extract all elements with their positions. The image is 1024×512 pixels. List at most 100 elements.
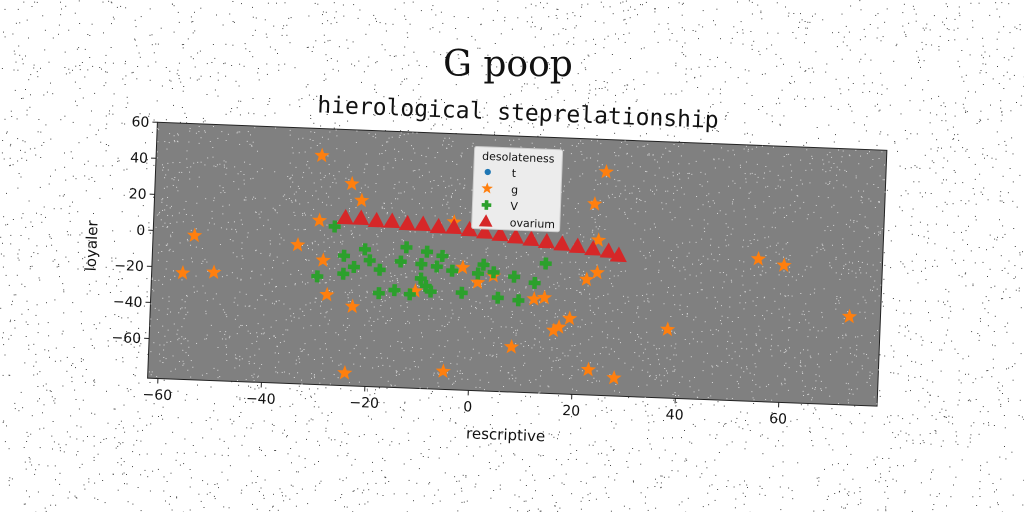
data-point	[311, 212, 328, 228]
legend-marker	[484, 168, 491, 176]
y-tick-label: −60	[111, 330, 141, 347]
data-point	[470, 274, 486, 290]
data-point	[568, 237, 586, 254]
data-point	[584, 240, 602, 256]
legend-box	[471, 146, 564, 233]
x-tick-label: −60	[142, 387, 172, 404]
legend-entry: ovarium	[478, 214, 556, 231]
data-point	[580, 361, 596, 377]
figure-suptitle: G poop	[443, 44, 573, 85]
data-point	[491, 291, 504, 304]
data-point	[471, 267, 485, 280]
data-point	[487, 266, 500, 279]
data-point	[358, 243, 372, 256]
data-point	[336, 208, 354, 225]
data-point	[435, 363, 451, 379]
data-point	[526, 291, 542, 306]
data-point	[477, 258, 490, 271]
data-point	[551, 319, 567, 334]
data-point	[562, 310, 578, 326]
data-point	[503, 338, 520, 354]
data-point	[436, 249, 449, 262]
data-point	[206, 264, 222, 280]
x-tick-label: 40	[665, 407, 683, 424]
data-point	[430, 260, 443, 273]
data-point	[337, 267, 350, 280]
data-point	[175, 264, 191, 280]
data-point	[337, 365, 353, 380]
data-point	[367, 211, 385, 228]
data-point	[537, 232, 555, 249]
legend-label: ovarium	[510, 216, 556, 231]
legend-label: g	[511, 183, 518, 196]
data-point	[445, 218, 463, 235]
data-point	[539, 257, 552, 270]
y-tick-label: −40	[113, 294, 143, 311]
data-point	[352, 209, 370, 226]
axes-group: hierological steprelationship −60 −40 −20 0…	[82, 92, 888, 445]
x-tick-label: 0	[463, 399, 473, 415]
data-point	[446, 264, 459, 277]
legend-marker	[481, 182, 493, 194]
legend-entry: g	[481, 182, 518, 197]
legend-entry: V	[481, 200, 519, 213]
data-marks	[175, 147, 858, 385]
y-tick-label: −20	[114, 258, 144, 275]
data-point	[315, 252, 331, 267]
data-point	[414, 215, 432, 232]
data-point	[344, 298, 361, 314]
chart-title: hierological steprelationship	[317, 92, 719, 133]
data-point	[398, 214, 416, 231]
data-point	[429, 217, 447, 234]
legend-entry: t	[484, 167, 517, 180]
data-point	[460, 220, 478, 237]
data-point	[337, 249, 351, 262]
x-tick-label: 20	[562, 403, 580, 420]
x-tick-label: 60	[769, 411, 787, 428]
legend-marker	[478, 214, 493, 227]
data-point	[455, 259, 471, 275]
data-point	[606, 369, 622, 385]
data-point	[512, 294, 525, 307]
data-point	[841, 308, 858, 324]
data-point	[400, 241, 413, 254]
data-point	[414, 272, 427, 285]
y-tick-label: 20	[128, 186, 146, 203]
data-point	[383, 212, 401, 229]
data-point	[311, 270, 324, 283]
data-point	[475, 223, 494, 239]
data-point	[372, 287, 385, 300]
data-point	[776, 257, 792, 273]
y-axis-label: loyaler	[82, 219, 102, 271]
data-point	[328, 220, 341, 233]
y-tick-label: 0	[136, 223, 146, 239]
data-point	[598, 164, 614, 179]
data-point	[750, 251, 767, 266]
data-point	[314, 147, 330, 163]
data-point	[508, 270, 521, 283]
data-point	[344, 175, 360, 191]
x-tick-label: −20	[349, 395, 379, 412]
legend-marker	[481, 200, 492, 210]
data-point	[589, 264, 605, 280]
y-axis: 60 40 20 0 −20 −40 −60	[111, 114, 158, 347]
legend-title: desolateness	[482, 150, 555, 166]
data-point	[319, 286, 335, 302]
series-V	[311, 220, 552, 307]
data-point	[363, 254, 376, 267]
data-point	[660, 321, 676, 337]
legend-label: V	[510, 200, 518, 213]
data-point	[455, 286, 468, 299]
data-point	[290, 236, 306, 252]
plot-area	[147, 121, 888, 407]
data-point	[354, 192, 370, 208]
data-point	[388, 284, 401, 297]
data-point	[599, 242, 617, 259]
x-axis: −60 −40 −20 0 20 40 60	[142, 378, 787, 428]
data-point	[420, 245, 434, 258]
series-ovarium	[336, 208, 627, 263]
